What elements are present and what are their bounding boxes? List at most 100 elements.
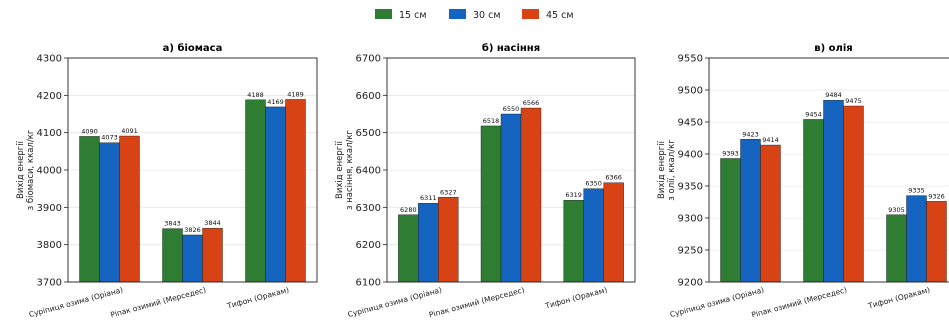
data-label: 6327 (440, 188, 457, 196)
bar (906, 195, 927, 283)
legend-swatch (449, 9, 466, 19)
x-tick-label: Ріпак озимий (Мерседес) (109, 285, 207, 319)
chart-title: а) біомаса (163, 42, 223, 54)
y-tick-label: 6100 (356, 278, 381, 289)
data-label: 9305 (888, 206, 905, 214)
data-label: 6350 (585, 180, 602, 188)
bar (500, 113, 522, 283)
bar (720, 158, 741, 283)
y-tick-label: 3800 (37, 240, 62, 251)
y-axis-label: Вихід енергії (16, 140, 26, 199)
chart-title: в) олія (814, 43, 852, 54)
legend-label: 30 см (473, 10, 501, 21)
y-tick-label: 6200 (356, 240, 381, 251)
bar (79, 136, 100, 283)
legend-swatch (522, 9, 539, 19)
data-label: 4091 (121, 127, 138, 135)
data-label: 4169 (267, 98, 284, 106)
data-label: 4073 (101, 134, 118, 142)
y-tick-label: 6400 (356, 166, 381, 177)
bar (583, 188, 604, 283)
bar (438, 197, 459, 283)
bar (418, 203, 439, 283)
bar (603, 182, 624, 283)
data-label: 6518 (483, 117, 500, 125)
data-label: 6566 (523, 99, 540, 107)
bar (480, 125, 502, 283)
bar (740, 139, 761, 283)
y-tick-label: 9400 (678, 150, 703, 161)
data-label: 6280 (400, 206, 417, 214)
data-label: 4188 (247, 91, 264, 99)
data-label: 9484 (825, 91, 842, 99)
y-axis-label: Вихід енергії (335, 140, 345, 199)
data-label: 9454 (805, 110, 822, 118)
data-label: 6319 (565, 191, 582, 199)
bar (245, 99, 266, 283)
data-label: 6550 (503, 105, 520, 113)
bar (563, 200, 584, 283)
y-tick-label: 6300 (356, 203, 381, 214)
y-axis-label: з олії, ккал/кг (667, 139, 677, 201)
bar (520, 107, 542, 283)
y-tick-label: 4300 (37, 54, 62, 65)
y-tick-label: 6700 (356, 54, 381, 65)
chart-title: б) насіння (482, 42, 540, 54)
data-label: 6311 (420, 194, 437, 202)
bar (886, 214, 907, 283)
y-tick-label: 9350 (678, 182, 703, 193)
y-tick-label: 4000 (37, 166, 62, 177)
data-label: 9393 (722, 149, 739, 157)
bar (99, 142, 120, 283)
x-tick-label: Ріпак озимий (Мерседес) (750, 285, 848, 319)
y-tick-label: 3700 (37, 278, 62, 289)
data-label: 9414 (762, 136, 779, 144)
bar (202, 228, 223, 283)
plot-frame (708, 57, 949, 283)
y-axis-label: з насіння, ккал/кг (345, 129, 355, 210)
y-tick-label: 6500 (356, 128, 381, 139)
y-tick-label: 4100 (37, 128, 62, 139)
y-tick-label: 9300 (678, 214, 703, 225)
bar (285, 99, 306, 283)
bar (398, 214, 419, 283)
data-label: 9423 (742, 130, 759, 138)
data-label: 9326 (928, 192, 945, 200)
bar (926, 201, 947, 283)
bar (823, 100, 844, 283)
x-tick-label: Тифон (Оракам) (225, 285, 290, 310)
data-label: 3843 (164, 220, 181, 228)
y-tick-label: 4200 (37, 91, 62, 102)
x-tick-label: Ріпак озимий (Мерседес) (428, 285, 526, 319)
bar (162, 228, 183, 283)
data-label: 9335 (908, 187, 925, 195)
data-label: 4090 (81, 127, 98, 135)
x-tick-label: Тифон (Оракам) (866, 285, 931, 310)
y-tick-label: 3900 (37, 203, 62, 214)
legend-label: 45 см (546, 10, 574, 21)
y-axis-label: з біомаси, ккал/кг (26, 129, 36, 210)
bar (843, 105, 864, 283)
y-tick-label: 9500 (678, 86, 703, 97)
legend: 15 см 30 см 45 см (375, 9, 574, 21)
y-axis-label: Вихід енергії (657, 140, 667, 199)
bar (182, 234, 203, 283)
x-tick-label: Тифон (Оракам) (543, 285, 608, 310)
bar (803, 119, 824, 283)
data-label: 6366 (605, 174, 622, 182)
y-tick-label: 9200 (678, 278, 703, 289)
bar (265, 106, 286, 283)
y-tick-label: 6600 (356, 91, 381, 102)
y-tick-label: 9450 (678, 118, 703, 129)
data-label: 4189 (287, 90, 304, 98)
bar (119, 135, 140, 283)
y-tick-label: 9550 (678, 54, 703, 65)
data-label: 3826 (184, 226, 201, 234)
data-label: 9475 (845, 97, 862, 105)
legend-swatch (375, 9, 392, 19)
y-tick-label: 9250 (678, 246, 703, 257)
